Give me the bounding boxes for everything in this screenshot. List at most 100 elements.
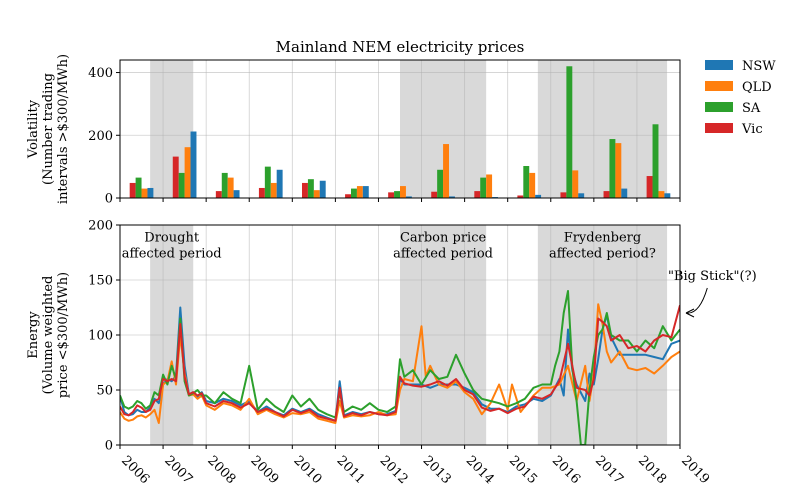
bar-nsw-2010 <box>319 180 326 198</box>
bar-vic-2014 <box>474 191 481 198</box>
y-axis-label-line: (Volume weighted <box>41 276 56 395</box>
x-tick-label: 2011 <box>334 453 368 487</box>
x-tick-label: 2014 <box>463 453 497 487</box>
bar-nsw-2011 <box>362 186 369 198</box>
bar-nsw-2008 <box>233 190 240 198</box>
y-axis-label-line: Energy <box>26 311 41 359</box>
annotation-2-line: Carbon price <box>400 231 487 246</box>
x-tick-label: 2013 <box>420 453 454 487</box>
legend-label-nsw: NSW <box>742 59 776 74</box>
x-tick-label: 2010 <box>290 453 324 487</box>
x-tick-label: 2015 <box>506 453 540 487</box>
bar-nsw-2007 <box>190 131 197 198</box>
volatility-panel: 0 200 400 Volatility (Number trading interval… <box>26 54 681 207</box>
bar-qld-2006 <box>141 188 148 198</box>
bar-sa-2008 <box>221 172 228 198</box>
x-tick-label: 2006 <box>118 453 152 487</box>
bar-sa-2010 <box>307 179 314 198</box>
bar-vic-2010 <box>302 182 308 198</box>
energy-panel: 0 50 100 150 200 Energy (Volume weighted price … <box>26 219 757 488</box>
y-tick-label: 150 <box>88 274 113 289</box>
bar-qld-2010 <box>313 190 320 198</box>
bar-vic-2007 <box>172 156 179 198</box>
bar-sa-2018 <box>652 124 659 198</box>
y-tick-label: 50 <box>96 384 113 399</box>
bar-sa-2012 <box>394 191 400 198</box>
bar-vic-2011 <box>345 194 351 198</box>
bar-sa-2015 <box>523 166 530 198</box>
legend-swatch-sa <box>705 102 733 112</box>
bar-qld-2013 <box>443 144 449 198</box>
bar-sa-2013 <box>437 169 444 198</box>
annotation-arrowhead <box>685 308 695 318</box>
bar-vic-2006 <box>129 182 136 198</box>
bar-sa-2016 <box>566 66 573 198</box>
chart-title: Mainland NEM electricity prices <box>276 38 525 56</box>
line-vic <box>120 305 680 422</box>
bar-vic-2012 <box>388 192 395 198</box>
bar-sa-2011 <box>351 188 357 198</box>
legend-swatch-nsw <box>705 60 733 70</box>
x-tick-label: 2017 <box>592 453 626 487</box>
y-tick-label: 0 <box>105 192 113 207</box>
bar-vic-2018 <box>646 176 653 198</box>
legend-label-qld: QLD <box>742 80 772 95</box>
annotation-2-line: affected period <box>393 247 493 262</box>
annotation-3-line: Frydenberg <box>564 231 642 246</box>
bar-sa-2007 <box>178 172 185 198</box>
bar-qld-2017 <box>615 143 622 198</box>
y-axis-label-line: price <$300/MWh) <box>56 272 71 398</box>
line-sa <box>120 290 680 445</box>
annotation-1-line: affected period <box>122 247 222 262</box>
bar-qld-2011 <box>356 186 363 198</box>
bar-qld-2012 <box>400 186 406 198</box>
annotation-1-line: Drought <box>144 231 200 246</box>
bar-nsw-2015 <box>535 194 542 198</box>
bar-vic-2008 <box>215 191 222 198</box>
bar-qld-2018 <box>658 191 665 198</box>
bar-vic-2016 <box>560 192 567 198</box>
bar-nsw-2013 <box>449 196 455 198</box>
bar-nsw-2018 <box>664 193 671 198</box>
bar-qld-2008 <box>227 177 234 198</box>
y-tick-label: 400 <box>88 66 113 81</box>
x-tick-label: 2018 <box>635 453 669 487</box>
axes-frame <box>119 59 681 199</box>
y-axis-label-line: (Number trading <box>41 73 56 185</box>
bar-sa-2017 <box>609 139 616 198</box>
bar-nsw-2012 <box>405 196 412 198</box>
bar-vic-2017 <box>603 191 610 198</box>
bar-vic-2015 <box>517 195 524 198</box>
annotation-4-line: "Big Stick"(?) <box>668 269 757 284</box>
bar-vic-2009 <box>258 187 265 198</box>
bar-qld-2009 <box>270 182 277 198</box>
y-tick-label: 200 <box>88 219 113 234</box>
legend: NSW QLD SA Vic <box>705 59 776 137</box>
bar-sa-2006 <box>135 177 142 198</box>
annotation-arrow <box>685 287 708 314</box>
bar-vic-2013 <box>431 191 438 198</box>
bar-nsw-2017 <box>621 188 628 198</box>
bar-nsw-2006 <box>147 187 154 198</box>
y-axis-label-line: Volatility <box>26 99 41 159</box>
x-tick-label: 2019 <box>678 453 712 487</box>
annotation-3-line: affected period? <box>549 247 656 262</box>
x-tick-label: 2012 <box>377 453 411 487</box>
legend-label-sa: SA <box>742 101 761 116</box>
y-tick-label: 100 <box>88 329 113 344</box>
bar-qld-2015 <box>529 172 536 198</box>
legend-swatch-vic <box>705 123 733 133</box>
bar-sa-2009 <box>264 166 271 198</box>
y-tick-label: 0 <box>105 439 113 454</box>
x-tick-label: 2016 <box>549 453 583 487</box>
x-tick-label: 2008 <box>204 453 238 487</box>
bar-sa-2014 <box>480 177 487 198</box>
bar-nsw-2009 <box>276 169 283 198</box>
legend-label-vic: Vic <box>741 122 763 137</box>
x-tick-label: 2007 <box>161 453 195 487</box>
bar-qld-2014 <box>486 174 493 198</box>
legend-swatch-qld <box>705 81 733 91</box>
bar-qld-2007 <box>184 147 191 198</box>
y-axis-label-line: intervals >$300/MWh) <box>56 54 71 204</box>
